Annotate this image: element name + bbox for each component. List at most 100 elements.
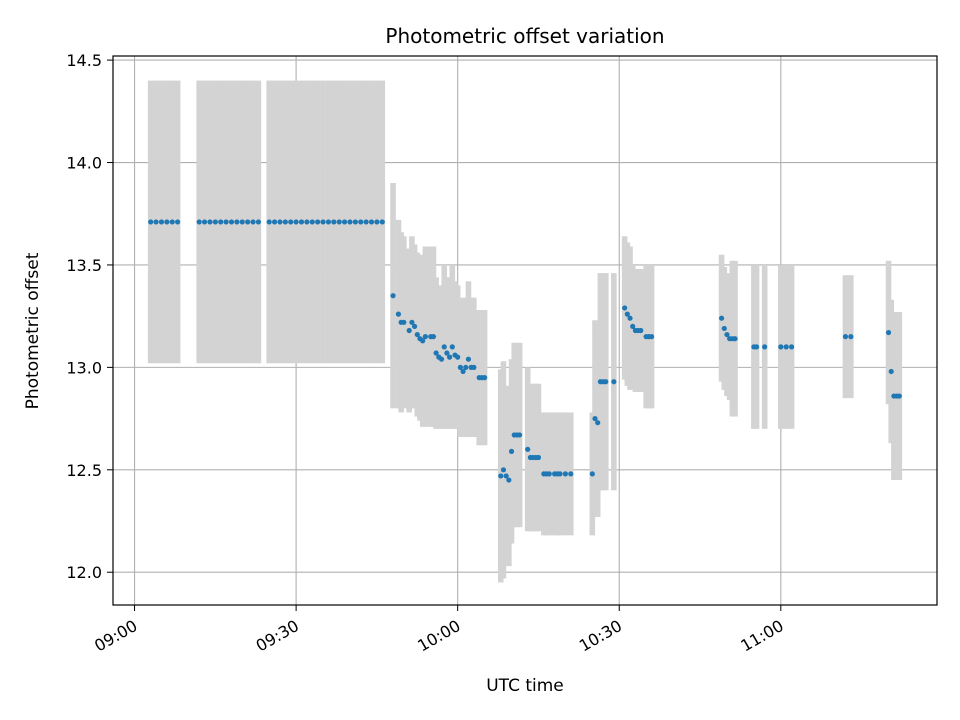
data-point [463,364,469,370]
x-axis: 09:00 09:30 10:00 10:30 11:00 [91,605,787,656]
data-point [592,415,598,422]
data-point [433,350,439,356]
data-point [603,379,609,385]
data-point [525,446,531,452]
data-point [411,323,418,330]
data-point [885,329,892,336]
data-point [325,219,332,225]
data-point [762,344,768,350]
data-point [228,219,235,225]
data-point [158,219,165,225]
data-point [315,219,321,225]
data-point [331,219,337,225]
data-point [164,219,170,225]
x-tick-label: 10:00 [414,616,463,656]
y-tick-label: 12.0 [66,563,102,582]
data-point [368,219,375,225]
data-point [223,219,229,225]
data-point [390,293,396,299]
y-tick-label: 14.0 [66,154,102,173]
data-point [724,331,730,338]
data-point [595,420,601,426]
data-point [517,432,523,438]
x-tick-label: 09:30 [253,616,302,656]
data-point [358,219,364,225]
data-point [506,477,512,483]
x-tick-label: 09:00 [91,616,140,656]
data-point [718,315,725,321]
data-point [250,219,256,225]
data-point [498,473,504,479]
data-point [288,219,294,225]
data-point [471,364,477,370]
data-point [778,344,784,350]
plot-frame [112,55,938,606]
y-tick-label: 13.0 [66,358,102,377]
data-point [562,471,568,477]
data-point [842,334,849,340]
data-point [298,219,305,225]
data-point [414,331,420,338]
data-points [148,219,902,483]
data-point [234,219,240,225]
data-point [622,305,628,311]
data-point [406,327,412,334]
data-point [630,323,636,330]
data-point [589,471,595,477]
data-point [783,344,789,350]
x-tick-label: 11:00 [737,616,786,656]
data-point [352,219,358,225]
data-point [409,319,415,325]
data-point [611,379,617,385]
data-point [320,219,326,225]
data-point [148,219,154,225]
data-point [401,319,407,325]
data-point [212,219,218,225]
data-point [627,315,633,321]
data-point [788,344,795,350]
data-point [896,393,902,399]
data-point [347,219,353,225]
data-point [201,219,208,225]
data-point [546,471,552,477]
data-point [336,219,342,225]
data-point [271,219,278,225]
data-point [732,336,738,342]
data-point [420,338,426,344]
data-point [438,356,445,362]
data-point [277,219,283,225]
y-tick-label: 14.5 [66,51,102,70]
data-point [379,219,385,225]
data-point [457,364,463,370]
data-point [422,334,428,340]
x-tick-label: 10:30 [576,616,625,656]
y-axis-title: Photometric offset [23,252,43,409]
data-point [500,467,507,473]
data-point [363,219,369,225]
data-point [196,219,202,225]
data-point [455,354,461,360]
data-point [153,219,159,225]
data-point [293,219,299,225]
data-point [282,219,288,225]
data-point [255,219,262,225]
data-point [441,344,447,350]
data-point [430,334,437,340]
data-point [395,311,402,317]
data-point [304,219,310,225]
y-tick-label: 13.5 [66,256,102,275]
data-point [449,344,455,350]
data-point [309,219,315,225]
data-point [239,219,245,225]
data-point [753,344,760,350]
data-point [266,219,272,225]
x-axis-title: UTC time [486,676,564,696]
data-point [447,354,453,360]
data-point [888,368,894,375]
data-point [169,219,175,225]
data-point [648,334,655,340]
data-point [460,368,466,375]
data-point [535,454,542,461]
data-point [218,219,224,225]
